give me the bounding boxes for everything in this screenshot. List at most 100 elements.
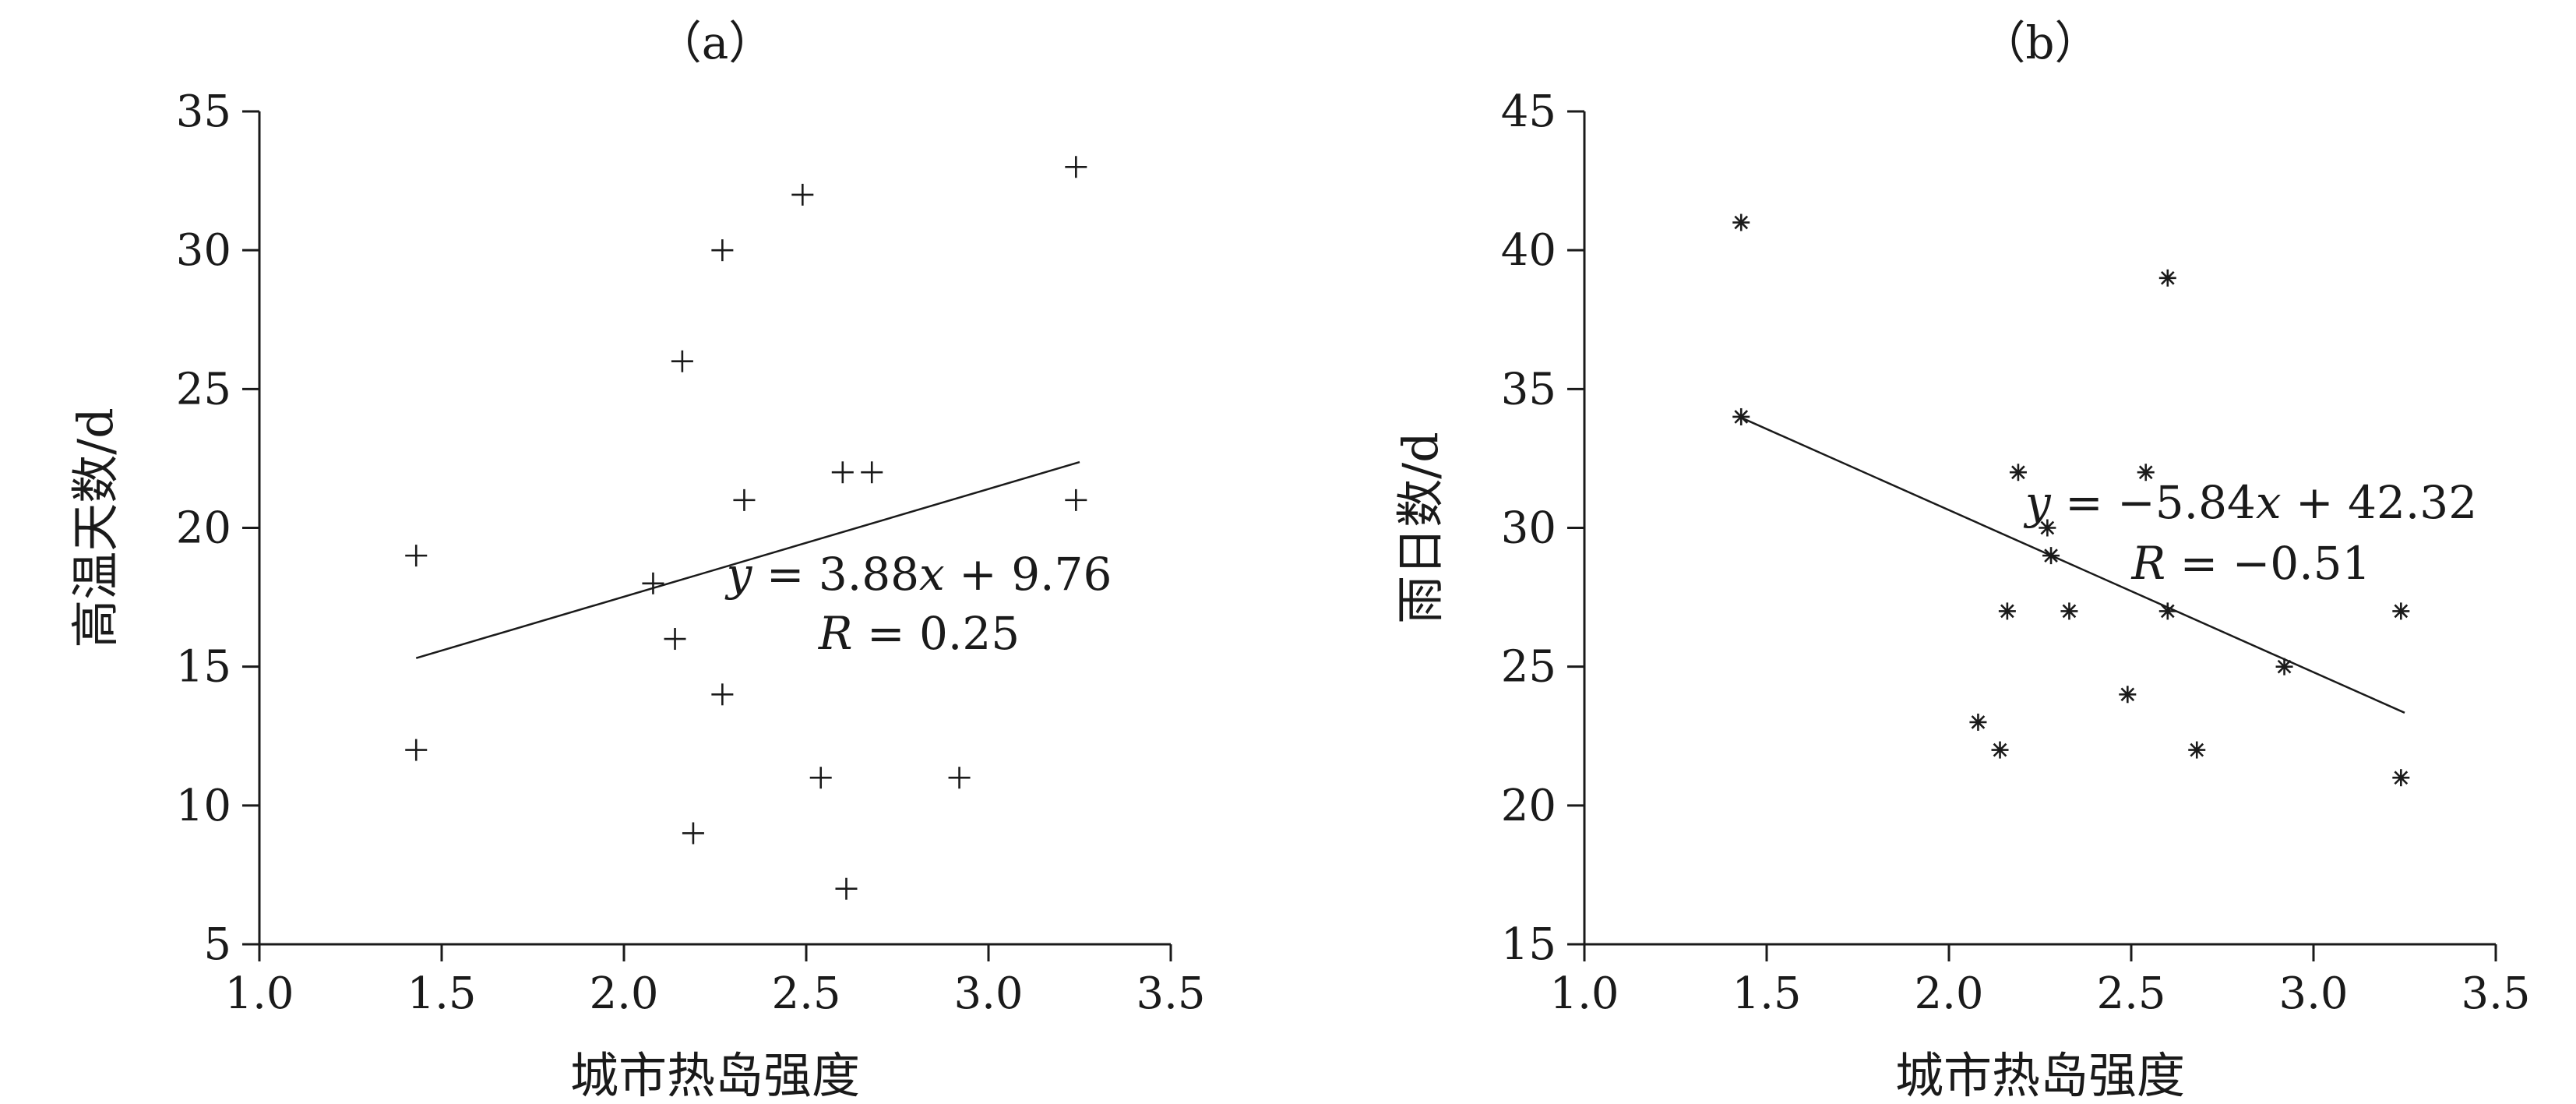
data-point — [1732, 407, 1750, 425]
data-point-stroke — [2190, 742, 2204, 757]
x-tick-label: 1.0 — [224, 968, 294, 1019]
data-point — [1065, 489, 1087, 511]
y-tick-label: 30 — [1501, 503, 1556, 554]
regression-equation-part: y — [2023, 476, 2052, 529]
data-point — [1732, 213, 1750, 231]
x-tick-label: 3.0 — [2278, 968, 2348, 1019]
data-point — [2188, 741, 2206, 759]
data-point-stroke — [2120, 687, 2135, 702]
y-tick-label: 20 — [1501, 781, 1556, 831]
correlation-coefficient-part: R — [2131, 537, 2166, 590]
x-tick-label: 3.0 — [953, 968, 1023, 1019]
data-point — [791, 183, 814, 206]
data-point — [711, 239, 734, 262]
data-point-stroke — [2394, 771, 2409, 785]
regression-equation-part: + 42.32 — [2282, 476, 2478, 529]
panel-b: （b） 15 20 25 30 35 40 45 1.0 1.5 2.0 2.5 3.0 3.5 城市热岛强… — [1392, 16, 2530, 1104]
data-point — [835, 877, 858, 900]
data-point-stroke — [2040, 520, 2055, 535]
data-point-stroke — [2394, 604, 2409, 619]
data-point — [2158, 269, 2176, 287]
data-point — [1969, 713, 1987, 731]
y-tick-label: 45 — [1501, 86, 1556, 137]
correlation-coefficient-part: = −0.51 — [2165, 537, 2370, 590]
regression-equation-part: x — [2256, 476, 2282, 529]
regression-equation-part: y — [724, 548, 753, 601]
panel-a: （a） 5 10 15 20 25 30 35 1.0 1.5 2.0 2.5 3.0 3.5 城市热岛强度… — [67, 16, 1205, 1104]
x-tick-label: 1.5 — [1732, 968, 1801, 1019]
data-point — [2137, 464, 2155, 481]
x-axis-title: 城市热岛强度 — [570, 1047, 860, 1104]
data-point-stroke — [2160, 604, 2175, 619]
x-tick-label: 2.5 — [771, 968, 840, 1019]
y-tick-label: 5 — [203, 919, 231, 970]
panel-title: （b） — [1980, 16, 2099, 69]
y-tick-label: 20 — [176, 503, 231, 554]
panel-title: （a） — [657, 16, 774, 69]
data-point-stroke — [1993, 742, 2007, 757]
data-point-stroke — [2277, 659, 2292, 674]
y-tick-label: 15 — [176, 642, 231, 693]
x-tick-label: 2.0 — [589, 968, 658, 1019]
regression-line — [415, 460, 1080, 659]
data-point — [831, 461, 854, 484]
regression-equation-part: + 9.76 — [945, 548, 1112, 601]
data-point — [1991, 741, 2009, 759]
data-point — [405, 739, 428, 761]
y-tick-label: 25 — [1501, 642, 1556, 693]
x-axis-title: 城市热岛强度 — [1895, 1047, 2185, 1104]
data-point — [2119, 686, 2137, 704]
x-tick-label: 1.0 — [1549, 968, 1619, 1019]
data-point — [2392, 769, 2410, 787]
data-point — [2042, 547, 2060, 565]
y-tick-label: 25 — [176, 364, 231, 414]
y-tick-label: 35 — [1501, 364, 1556, 414]
data-point-stroke — [2000, 604, 2014, 619]
data-point — [2275, 658, 2293, 675]
data-point — [733, 489, 756, 511]
data-point-stroke — [2160, 270, 2175, 285]
data-point — [2009, 464, 2027, 481]
data-point-stroke — [2138, 465, 2153, 480]
data-point — [2039, 519, 2056, 537]
correlation-coefficient-part: R — [818, 607, 853, 660]
data-point — [405, 545, 428, 567]
correlation-coefficient: R = −0.51 — [2131, 537, 2371, 590]
y-tick-label: 10 — [176, 781, 231, 831]
data-point — [682, 822, 704, 845]
x-tick-label: 3.5 — [1136, 968, 1205, 1019]
regression-equation-part: x — [919, 548, 945, 601]
data-point — [1998, 602, 2016, 620]
data-point-stroke — [1971, 715, 1986, 729]
x-tick-label: 1.5 — [407, 968, 476, 1019]
data-point-stroke — [2062, 604, 2077, 619]
data-point-stroke — [1734, 410, 1749, 424]
data-point — [2158, 602, 2176, 620]
regression-line — [1740, 416, 2405, 714]
correlation-coefficient-part: = 0.25 — [853, 607, 1020, 660]
data-point — [809, 767, 832, 789]
y-tick-label: 15 — [1501, 919, 1556, 970]
data-point — [2392, 602, 2410, 620]
y-tick-label: 30 — [176, 225, 231, 276]
x-tick-label: 2.0 — [1914, 968, 1983, 1019]
data-point — [948, 767, 971, 789]
regression-equation-part: = 3.88 — [752, 548, 919, 601]
x-tick-label: 2.5 — [2096, 968, 2165, 1019]
data-point — [671, 350, 693, 372]
data-point — [642, 572, 664, 594]
data-point-stroke — [2044, 548, 2058, 563]
data-point — [1065, 156, 1087, 178]
y-tick-label: 35 — [176, 86, 231, 137]
y-tick-label: 40 — [1501, 225, 1556, 276]
data-point-stroke — [1734, 215, 1749, 230]
regression-equation: y = −5.84x + 42.32 — [2023, 476, 2477, 529]
y-axis-title: 雨日数/d — [1392, 432, 1449, 624]
data-point — [861, 461, 883, 484]
correlation-coefficient: R = 0.25 — [818, 607, 1020, 660]
data-point — [2060, 602, 2078, 620]
y-axis-title: 高温天数/d — [67, 407, 124, 648]
x-tick-label: 3.5 — [2461, 968, 2530, 1019]
